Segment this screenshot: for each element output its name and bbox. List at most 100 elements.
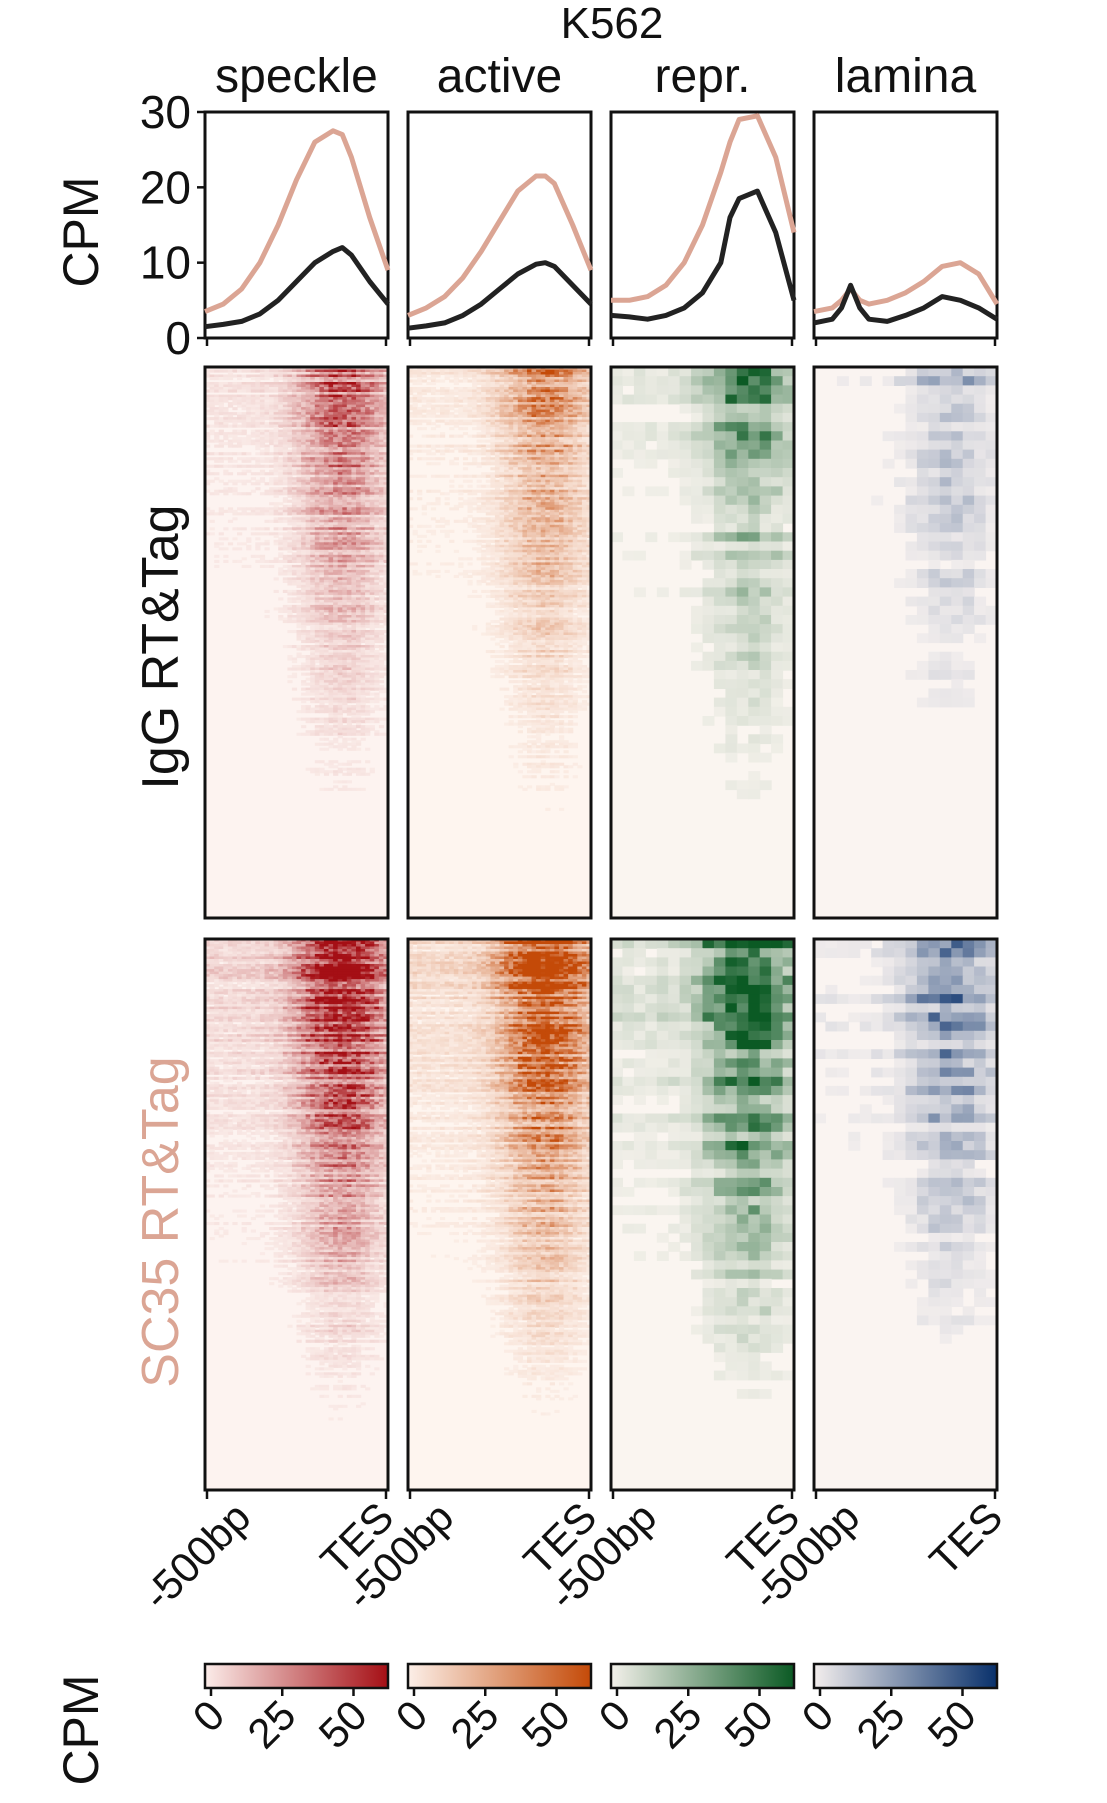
heatmap-cell xyxy=(301,710,307,714)
heatmap-cell xyxy=(255,414,261,418)
heatmap-cell xyxy=(237,464,243,468)
heatmap-cell xyxy=(214,414,220,418)
heatmap-cell xyxy=(323,367,330,371)
heatmap-cell xyxy=(269,424,275,428)
heatmap-cell xyxy=(250,489,256,493)
heatmap-cell xyxy=(369,377,375,381)
heatmap-cell xyxy=(356,742,362,746)
heatmap-cell xyxy=(314,439,320,443)
heatmap-cell xyxy=(356,367,362,371)
heatmap-cell xyxy=(282,464,288,468)
heatmap-cell xyxy=(259,399,266,403)
heatmap-cell xyxy=(356,479,362,483)
heatmap-cell xyxy=(310,429,316,433)
heatmap-cell xyxy=(319,742,325,746)
heatmap-cell xyxy=(278,397,284,401)
heatmap-cell xyxy=(259,559,266,563)
heatmap-cell xyxy=(314,660,320,664)
heatmap-cell xyxy=(310,732,316,736)
heatmap-cell xyxy=(291,449,298,453)
heatmap-cell xyxy=(287,667,293,671)
heatmap-cell xyxy=(310,397,316,401)
heatmap-cell xyxy=(374,394,380,398)
heatmap-cell xyxy=(301,459,307,463)
heatmap-cell xyxy=(323,444,330,448)
heatmap-cell xyxy=(278,609,284,613)
heatmap-cell xyxy=(205,397,211,401)
heatmap-cell xyxy=(323,477,330,481)
heatmap-cell xyxy=(323,409,330,413)
heatmap-cell xyxy=(351,379,357,383)
heatmap-cell xyxy=(237,389,243,393)
heatmap-cell xyxy=(328,454,334,458)
heatmap-cell xyxy=(305,710,311,714)
heatmap-cell xyxy=(223,407,229,411)
profile-line-sc35-rt-tag xyxy=(407,173,594,318)
heatmap-cell xyxy=(278,447,284,451)
heatmap-cell xyxy=(291,384,298,388)
heatmap-cell xyxy=(296,397,302,401)
heatmap-cell xyxy=(369,384,375,388)
heatmap-cell xyxy=(282,369,288,373)
heatmap-cell xyxy=(273,404,279,408)
heatmap-cell xyxy=(346,402,352,406)
heatmap-cell xyxy=(296,732,302,736)
heatmap-cell xyxy=(250,457,256,461)
heatmap-cell xyxy=(296,479,302,483)
heatmap-cell xyxy=(328,474,334,478)
heatmap-cell xyxy=(314,422,320,426)
heatmap-cell xyxy=(314,387,320,391)
heatmap-cell xyxy=(333,772,339,776)
heatmap-cell xyxy=(269,399,275,403)
heatmap-cell xyxy=(342,374,348,378)
heatmap-cell xyxy=(278,412,284,416)
heatmap-cell xyxy=(282,447,288,451)
heatmap-cell xyxy=(282,559,288,563)
heatmap-cell xyxy=(310,387,316,391)
heatmap-cell xyxy=(227,369,234,373)
heatmap-cell xyxy=(278,559,284,563)
heatmap-cell xyxy=(337,414,343,418)
heatmap-cell xyxy=(319,479,325,483)
heatmap-cell xyxy=(269,422,275,426)
heatmap-cell xyxy=(223,419,229,423)
heatmap-cell xyxy=(310,464,316,468)
heatmap-cell xyxy=(337,427,343,431)
heatmap-cell xyxy=(269,442,275,446)
heatmap-cell xyxy=(269,512,275,516)
heatmap-cell xyxy=(232,437,238,441)
heatmap-cell xyxy=(360,374,366,378)
heatmap-cell xyxy=(227,374,234,378)
heatmap-cell xyxy=(232,439,238,443)
heatmap-cell xyxy=(342,434,348,438)
heatmap-cell xyxy=(305,767,311,771)
heatmap-cell xyxy=(374,399,380,403)
heatmap-cell xyxy=(365,469,371,473)
heatmap-cell xyxy=(205,394,211,398)
heatmap-cell xyxy=(287,382,293,386)
heatmap-cell xyxy=(259,407,266,411)
heatmap-cell xyxy=(328,417,334,421)
heatmap-cell xyxy=(356,732,362,736)
heatmap-cell xyxy=(337,404,343,408)
heatmap-cell xyxy=(369,417,375,421)
heatmap-cell xyxy=(255,537,261,541)
heatmap-cell xyxy=(259,442,266,446)
heatmap-cell xyxy=(378,647,385,651)
heatmap-cell xyxy=(296,427,302,431)
heatmap-cell xyxy=(259,387,266,391)
heatmap-cell xyxy=(369,454,375,458)
heatmap-cell xyxy=(232,374,238,378)
heatmap-cell xyxy=(250,477,256,481)
heatmap-cell xyxy=(323,374,330,378)
heatmap-cell xyxy=(223,417,229,421)
heatmap-cell xyxy=(351,434,357,438)
heatmap-cell xyxy=(346,372,352,376)
heatmap-cell xyxy=(241,387,247,391)
heatmap-cell xyxy=(296,449,302,453)
heatmap-cell xyxy=(365,700,371,704)
heatmap-cell xyxy=(337,469,343,473)
heatmap-cell xyxy=(383,452,389,456)
heatmap-cell xyxy=(259,429,266,433)
heatmap-cell xyxy=(305,439,311,443)
